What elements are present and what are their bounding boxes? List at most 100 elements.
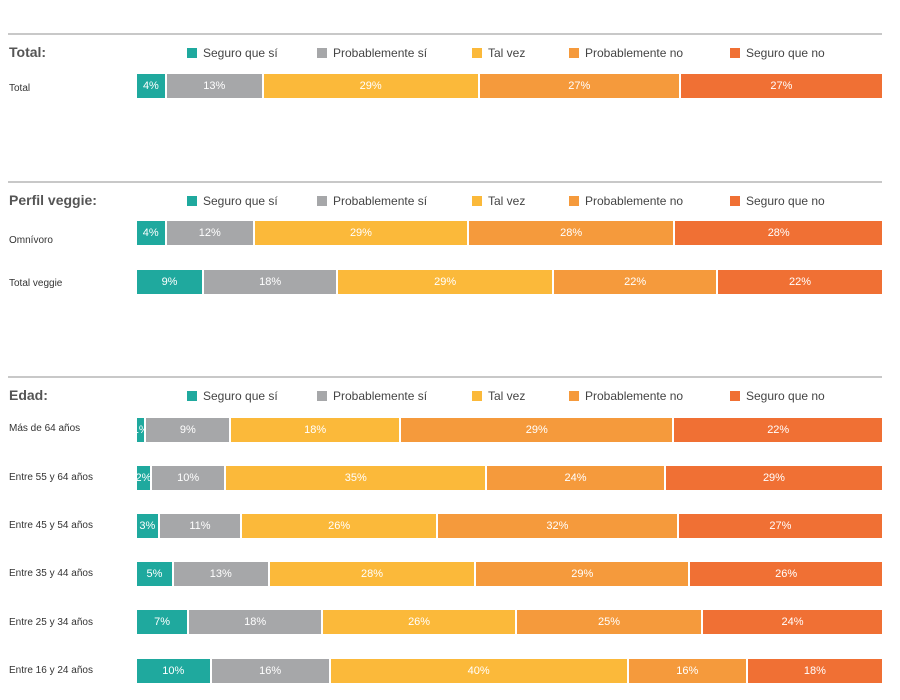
legend-swatch xyxy=(569,48,579,58)
segment-tal-vez: 40% xyxy=(330,659,629,683)
segment-probablemente-no: 32% xyxy=(437,514,679,538)
segment-seguro-no: 22% xyxy=(718,270,882,294)
segment-probablemente-no: 29% xyxy=(476,562,691,586)
segment-tal-vez: 35% xyxy=(226,466,488,490)
section-title: Edad: xyxy=(9,387,48,403)
section-title: Total: xyxy=(9,44,47,60)
stacked-bar: 1%9%18%29%22% xyxy=(137,418,882,442)
legend-swatch xyxy=(317,48,327,58)
segment-probablemente-si: 18% xyxy=(189,610,324,634)
segment-seguro-no: 24% xyxy=(703,610,882,634)
section-title: Perfil veggie: xyxy=(9,192,97,208)
legend-swatch xyxy=(317,196,327,206)
segment-tal-vez: 26% xyxy=(242,514,438,538)
segment-seguro-no: 22% xyxy=(674,418,882,442)
segment-seguro-no: 18% xyxy=(747,659,882,683)
row-label: Total veggie xyxy=(9,278,63,289)
legend-label: Tal vez xyxy=(488,194,526,208)
legend-label: Tal vez xyxy=(488,389,526,403)
segment-tal-vez: 26% xyxy=(323,610,517,634)
legend-swatch xyxy=(730,196,740,206)
legend-swatch xyxy=(187,48,197,58)
row-label: Entre 45 y 54 años xyxy=(9,520,93,531)
row-label: Más de 64 años xyxy=(9,423,81,434)
row-label: Entre 35 y 44 años xyxy=(9,568,93,579)
segment-seguro-si: 2% xyxy=(137,466,152,490)
segment-seguro-si: 10% xyxy=(137,659,212,683)
segment-seguro-si: 4% xyxy=(137,74,167,98)
segment-seguro-si: 7% xyxy=(137,610,190,634)
legend-swatch xyxy=(472,48,482,58)
legend-label: Probablemente sí xyxy=(333,389,428,403)
segment-probablemente-si: 13% xyxy=(173,562,270,586)
stacked-bar: 5% 13% 28% 29% 26% xyxy=(137,562,882,586)
legend-label: Seguro que no xyxy=(746,194,825,208)
segment-tal-vez: 18% xyxy=(231,418,402,442)
stacked-bar: 9% 18% 29% 22% 22% xyxy=(137,270,882,294)
legend-label: Seguro que sí xyxy=(203,389,278,403)
segment-probablemente-si: 9% xyxy=(146,418,232,442)
segment-seguro-no: 29% xyxy=(665,466,882,490)
legend-swatch xyxy=(569,196,579,206)
legend-label: Seguro que no xyxy=(746,389,825,403)
segment-probablemente-no: 29% xyxy=(401,418,675,442)
stacked-bar: 7% 18% 26% 25% 24% xyxy=(137,610,882,634)
legend-swatch xyxy=(472,391,482,401)
segment-probablemente-si: 16% xyxy=(211,659,331,683)
section-divider xyxy=(8,33,882,35)
legend-swatch xyxy=(317,391,327,401)
stacked-bar: 3% 11% 26% 32% 27% xyxy=(137,514,882,538)
stacked-bar: 2% 10% 35% 24% 29% xyxy=(137,466,882,490)
segment-seguro-si: 3% xyxy=(137,514,160,538)
section-edad: Edad: Seguro que sí Probablemente sí Tal… xyxy=(0,376,900,696)
segment-seguro-no: 27% xyxy=(678,514,882,538)
segment-tal-vez: 29% xyxy=(255,221,469,245)
segment-probablemente-no: 16% xyxy=(628,659,748,683)
segment-seguro-si: 1% xyxy=(137,418,147,442)
segment-seguro-si: 4% xyxy=(137,221,167,245)
segment-probablemente-no: 28% xyxy=(468,221,676,245)
segment-probablemente-no: 24% xyxy=(487,466,666,490)
legend-swatch xyxy=(472,196,482,206)
section-perfil-veggie: Perfil veggie: Seguro que sí Probablemen… xyxy=(0,181,900,301)
section-total: Total: Seguro que sí Probablemente sí Ta… xyxy=(0,33,900,113)
segment-seguro-no: 28% xyxy=(675,221,882,245)
segment-tal-vez: 29% xyxy=(338,270,555,294)
segment-seguro-si: 9% xyxy=(137,270,205,294)
segment-probablemente-si: 18% xyxy=(204,270,339,294)
segment-tal-vez: 29% xyxy=(263,74,480,98)
stacked-bar: 4% 12% 29% 28% 28% xyxy=(137,221,882,245)
row-label: Entre 16 y 24 años xyxy=(9,665,93,676)
legend-label: Probablemente no xyxy=(585,389,684,403)
section-divider xyxy=(8,376,882,378)
segment-seguro-no: 27% xyxy=(680,74,882,98)
legend-label: Probablemente no xyxy=(585,194,684,208)
legend-label: Seguro que sí xyxy=(203,46,278,60)
section-divider xyxy=(8,181,882,183)
legend-label: Tal vez xyxy=(488,46,526,60)
segment-probablemente-si: 11% xyxy=(159,514,243,538)
segment-tal-vez: 28% xyxy=(269,562,477,586)
segment-seguro-si: 5% xyxy=(137,562,174,586)
segment-probablemente-no: 25% xyxy=(516,610,704,634)
legend-swatch xyxy=(730,48,740,58)
row-label: Entre 25 y 34 años xyxy=(9,617,93,628)
legend-label: Probablemente no xyxy=(585,46,684,60)
segment-seguro-no: 26% xyxy=(690,562,882,586)
row-label: Entre 55 y 64 años xyxy=(9,472,93,483)
legend-swatch xyxy=(569,391,579,401)
legend-label: Probablemente sí xyxy=(333,194,428,208)
row-label: Omnívoro xyxy=(9,235,53,246)
stacked-bar: 10% 16% 40% 16% 18% xyxy=(137,659,882,683)
legend-label: Seguro que sí xyxy=(203,194,278,208)
segment-probablemente-si: 13% xyxy=(166,74,264,98)
segment-probablemente-no: 22% xyxy=(554,270,719,294)
legend-swatch xyxy=(187,196,197,206)
legend-swatch xyxy=(187,391,197,401)
legend-swatch xyxy=(730,391,740,401)
segment-probablemente-no: 27% xyxy=(479,74,681,98)
legend-label: Seguro que no xyxy=(746,46,825,60)
segment-probablemente-si: 10% xyxy=(151,466,227,490)
segment-probablemente-si: 12% xyxy=(166,221,255,245)
legend-label: Probablemente sí xyxy=(333,46,428,60)
